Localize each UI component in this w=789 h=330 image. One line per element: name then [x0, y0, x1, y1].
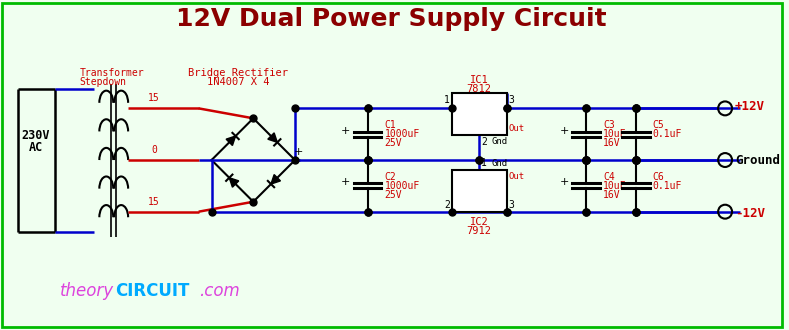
Text: .com: .com: [199, 282, 239, 300]
Text: AC: AC: [28, 141, 43, 154]
Polygon shape: [226, 136, 236, 146]
Text: 7812: 7812: [467, 83, 492, 93]
Text: IN: IN: [455, 200, 466, 209]
Text: 0.1uF: 0.1uF: [653, 181, 682, 191]
Text: +: +: [342, 126, 350, 136]
Bar: [452, 170, 507, 212]
Text: 1N4007 X 4: 1N4007 X 4: [208, 77, 270, 86]
Text: CIRCUIT: CIRCUIT: [115, 282, 189, 300]
Text: C3: C3: [603, 120, 615, 130]
Text: 15: 15: [148, 197, 160, 207]
Text: 7912: 7912: [467, 226, 492, 236]
Text: 230V: 230V: [21, 129, 50, 142]
Polygon shape: [475, 186, 484, 195]
Text: +: +: [559, 178, 569, 187]
Text: 1: 1: [481, 158, 487, 168]
Text: 12V Dual Power Supply Circuit: 12V Dual Power Supply Circuit: [176, 7, 607, 31]
Text: 1000uF: 1000uF: [384, 181, 420, 191]
Text: 25V: 25V: [384, 138, 402, 148]
Text: 25V: 25V: [384, 190, 402, 200]
Text: Out: Out: [509, 172, 525, 182]
Text: +12V: +12V: [735, 100, 765, 113]
Text: C5: C5: [653, 120, 664, 130]
Bar: [452, 93, 507, 135]
Text: 15: 15: [148, 93, 160, 103]
Text: IN: IN: [455, 96, 466, 105]
Text: theory: theory: [60, 282, 114, 300]
Text: 1000uF: 1000uF: [384, 129, 420, 139]
Text: 10uF: 10uF: [603, 181, 626, 191]
Text: Gnd: Gnd: [492, 137, 507, 146]
Text: Transformer: Transformer: [80, 68, 144, 78]
Text: 3: 3: [509, 200, 514, 210]
Text: Bridge Rectifier: Bridge Rectifier: [189, 68, 289, 78]
Text: +: +: [559, 126, 569, 136]
Polygon shape: [271, 175, 280, 184]
Text: Ground: Ground: [735, 153, 780, 167]
Text: C4: C4: [603, 172, 615, 182]
Text: IC2: IC2: [470, 217, 488, 227]
Text: C6: C6: [653, 172, 664, 182]
Text: Stepdown: Stepdown: [80, 77, 126, 86]
Text: Out: Out: [509, 124, 525, 133]
Text: 10uF: 10uF: [603, 129, 626, 139]
Text: 0: 0: [151, 145, 157, 155]
Text: 16V: 16V: [603, 138, 621, 148]
Text: Gnd: Gnd: [492, 159, 507, 168]
Text: +: +: [342, 178, 350, 187]
Text: 3: 3: [509, 95, 514, 106]
Polygon shape: [267, 133, 277, 142]
Text: 2: 2: [481, 137, 487, 147]
Text: 2: 2: [444, 200, 450, 210]
Text: 1: 1: [444, 95, 450, 106]
Text: IC1: IC1: [470, 75, 488, 84]
Polygon shape: [475, 110, 484, 119]
FancyBboxPatch shape: [2, 3, 782, 327]
Text: +: +: [294, 147, 303, 157]
Text: C1: C1: [384, 120, 396, 130]
Text: C2: C2: [384, 172, 396, 182]
Text: 16V: 16V: [603, 190, 621, 200]
Text: -12V: -12V: [735, 207, 765, 220]
Polygon shape: [230, 178, 239, 187]
Text: 0.1uF: 0.1uF: [653, 129, 682, 139]
